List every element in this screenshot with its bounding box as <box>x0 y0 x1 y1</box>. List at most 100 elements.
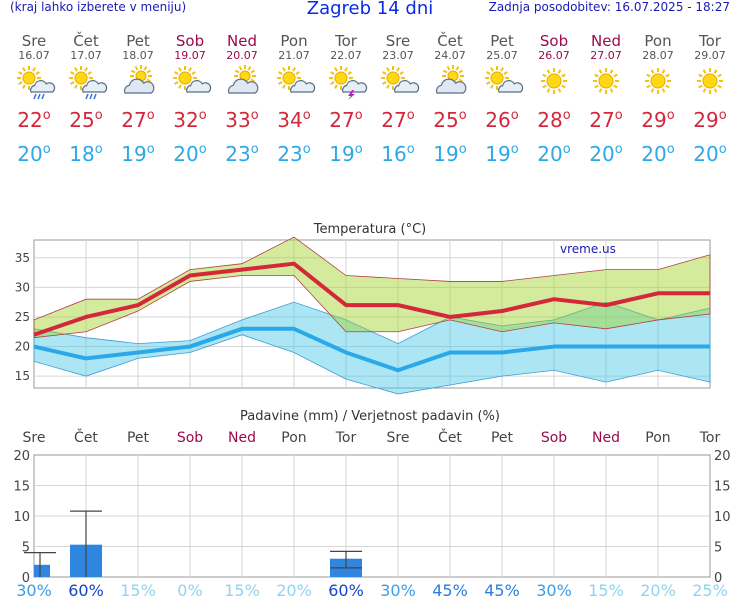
temp-min: 23o <box>277 142 311 166</box>
precip-probability: 45% <box>484 581 520 600</box>
temp-min: 16o <box>381 142 415 166</box>
weather-icon-holder <box>631 64 685 100</box>
day-column: Sob 26.07 28o 20o <box>527 32 581 166</box>
y-tick-label-left: 10 <box>13 510 30 525</box>
day-date: 21.07 <box>278 49 310 62</box>
weather-icon-holder <box>371 64 425 100</box>
cloud-sun-icon <box>227 65 259 94</box>
day-name: Sre <box>385 32 411 50</box>
weather-icon-holder <box>215 64 269 100</box>
x-tick-label: Sre <box>23 430 46 446</box>
x-tick-label: Ned <box>228 430 256 446</box>
day-date: 27.07 <box>590 49 622 62</box>
temperature-chart: Temperatura (°C) 15 20 25 30 35 vreme.us <box>15 222 711 395</box>
day-date: 23.07 <box>382 49 414 62</box>
y-tick-label-left: 0 <box>22 571 30 586</box>
page-title: Zagreb 14 dni <box>306 0 434 19</box>
temp-min: 20o <box>693 142 727 166</box>
day-name: Pet <box>126 32 150 50</box>
temp-max: 27o <box>589 108 623 132</box>
day-date: 19.07 <box>174 49 206 62</box>
weather-icon-holder <box>579 64 633 100</box>
day-name: Sob <box>175 32 205 50</box>
day-column: Sre 23.07 27o 16o <box>371 32 425 166</box>
sun-cloud-icon <box>277 66 316 93</box>
precip-bar <box>34 564 50 577</box>
y-tick-label: 15 <box>15 369 30 383</box>
x-tick-label: Tor <box>335 430 357 446</box>
x-tick-label: Sob <box>541 430 567 446</box>
temp-max: 22o <box>17 108 51 132</box>
temp-max: 27o <box>121 108 155 132</box>
precip-probability: 30% <box>536 581 572 600</box>
temp-max: 26o <box>485 108 519 132</box>
precip-probability: 15% <box>224 581 260 600</box>
weather-icon-holder <box>319 64 373 100</box>
precip-probability: 45% <box>432 581 468 600</box>
y-tick-label-left: 5 <box>22 541 30 556</box>
weather-icon-holder <box>475 64 529 100</box>
sun-cloud-icon <box>485 66 524 93</box>
temp-max: 34o <box>277 108 311 132</box>
y-tick-label-right: 0 <box>714 571 722 586</box>
weather-icon-holder <box>423 64 477 100</box>
precip-probability: 25% <box>692 581 728 600</box>
weather-icon-holder <box>7 64 61 100</box>
day-name: Ned <box>227 32 257 50</box>
temp-min: 19o <box>329 142 363 166</box>
chart-title: Temperatura (°C) <box>313 222 426 237</box>
y-tick-label: 25 <box>15 310 30 324</box>
sun-cloud-icon <box>381 66 420 93</box>
weather-icon-holder <box>163 64 217 100</box>
precip-probability: 20% <box>276 581 312 600</box>
weather-icon-holder <box>527 64 581 100</box>
day-column: Tor 29.07 29o 20o <box>683 32 737 166</box>
day-column: Tor 22.07 27o 19o <box>319 32 373 166</box>
watermark: vreme.us <box>560 242 616 256</box>
temp-min: 20o <box>17 142 51 166</box>
header: (kraj lahko izberete v meniju) Zagreb 14… <box>0 0 740 22</box>
cloud-sun-icon <box>435 65 467 94</box>
y-tick-label-left: 15 <box>13 480 30 495</box>
day-name: Ned <box>591 32 621 50</box>
x-tick-label: Sre <box>387 430 410 446</box>
min-temp-line <box>33 326 710 373</box>
y-tick-label-right: 15 <box>714 480 731 495</box>
day-name: Pet <box>490 32 514 50</box>
precip-probability: 20% <box>640 581 676 600</box>
x-tick-label: Tor <box>699 430 721 446</box>
day-column: Pet 18.07 27o 19o <box>111 32 165 166</box>
temp-max: 29o <box>641 108 675 132</box>
sun-icon <box>541 68 567 94</box>
x-tick-label: Čet <box>74 428 98 446</box>
x-tick-label: Sob <box>177 430 203 446</box>
day-name: Sob <box>539 32 569 50</box>
menu-hint[interactable]: (kraj lahko izberete v meniju) <box>10 0 187 14</box>
day-column: Čet 24.07 25o 19o <box>423 32 477 166</box>
weather-icon-holder <box>683 64 737 100</box>
weather-icon-holder <box>267 64 321 100</box>
day-column: Sob 19.07 32o 20o <box>163 32 217 166</box>
y-tick-label-right: 5 <box>714 541 722 556</box>
temp-min: 20o <box>537 142 571 166</box>
day-column: Sre 16.07 22o 20o <box>7 32 61 166</box>
sun-cloud-rain-icon <box>69 66 108 100</box>
x-tick-label: Pet <box>491 430 514 446</box>
x-tick-label: Pon <box>281 430 306 446</box>
temp-min: 20o <box>641 142 675 166</box>
day-name: Čet <box>437 32 463 50</box>
cloud-sun-icon <box>123 65 155 94</box>
temp-max: 25o <box>433 108 467 132</box>
temp-max: 29o <box>693 108 727 132</box>
sun-cloud-storm-icon <box>329 66 368 100</box>
day-date: 18.07 <box>122 49 154 62</box>
temp-min: 19o <box>485 142 519 166</box>
precip-probability: 30% <box>16 581 52 600</box>
y-tick-label: 30 <box>15 280 30 294</box>
weather-icon-holder <box>111 64 165 100</box>
day-date: 29.07 <box>694 49 726 62</box>
last-updated: Zadnja posodobitev: 16.07.2025 - 18:27 <box>488 0 730 14</box>
y-tick-label: 20 <box>15 340 30 354</box>
day-name: Tor <box>699 32 721 50</box>
x-tick-label: Pet <box>127 430 150 446</box>
